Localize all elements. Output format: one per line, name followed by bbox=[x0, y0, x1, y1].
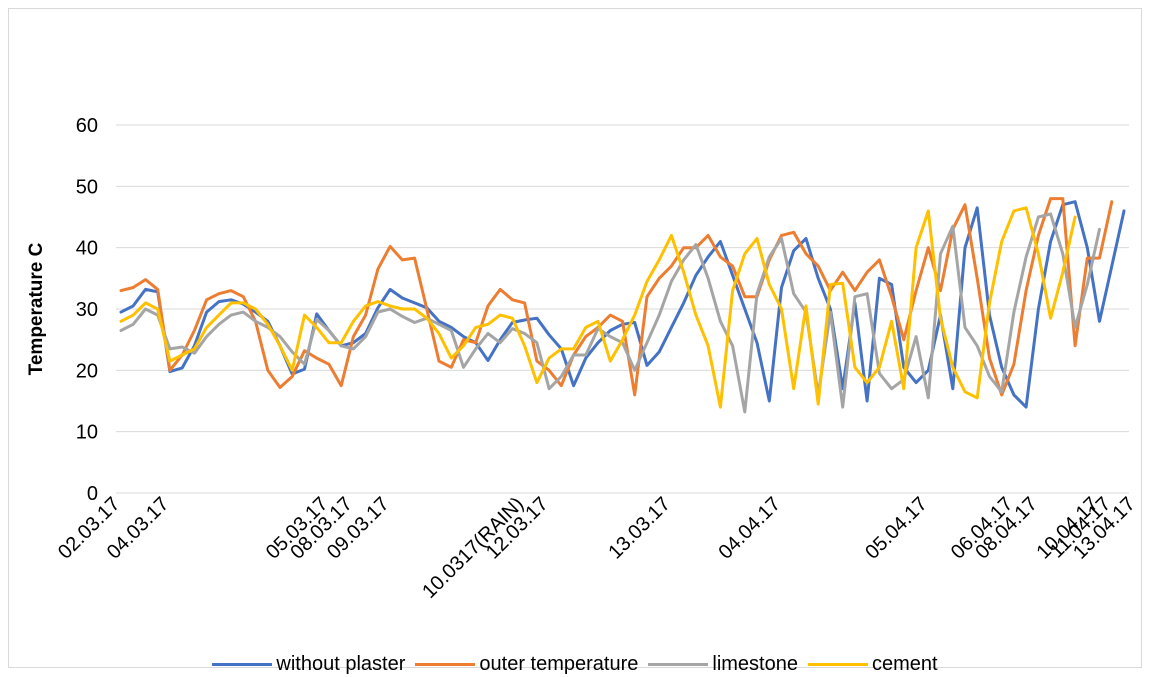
series-line-limestone bbox=[119, 212, 1101, 414]
legend-entry: outer temperature bbox=[415, 653, 638, 675]
legend-label: limestone bbox=[712, 653, 798, 675]
y-axis-ticks: 0 10 20 30 40 50 60 bbox=[76, 115, 98, 505]
x-tick-label: 13.03.17 bbox=[604, 493, 675, 564]
legend-entry: cement bbox=[807, 653, 938, 675]
gridlines bbox=[116, 124, 1129, 433]
series-line-cement bbox=[119, 206, 1077, 409]
y-axis-label: Temperature C bbox=[26, 242, 47, 375]
legend-swatch bbox=[415, 662, 476, 666]
y-tick-label-30: 30 bbox=[76, 299, 98, 321]
legend-entry: limestone bbox=[648, 653, 798, 675]
legend-label: without plaster bbox=[276, 653, 406, 675]
x-tick-label: 05.04.17 bbox=[861, 493, 932, 564]
y-tick-label-60: 60 bbox=[76, 115, 98, 137]
legend-swatch bbox=[212, 662, 273, 666]
legend-swatch bbox=[807, 662, 868, 666]
x-tick-label: 04.04.17 bbox=[714, 493, 785, 564]
y-tick-label-10: 10 bbox=[76, 422, 98, 444]
legend-swatch bbox=[648, 662, 709, 666]
y-tick-label-40: 40 bbox=[76, 238, 98, 260]
y-tick-label-50: 50 bbox=[76, 176, 98, 198]
y-tick-label-0: 0 bbox=[87, 483, 98, 505]
legend-label: outer temperature bbox=[479, 653, 639, 675]
legend-entry: without plaster bbox=[212, 653, 405, 675]
legend: without plaster outer temperature limeston… bbox=[9, 653, 1141, 675]
y-tick-label-20: 20 bbox=[76, 360, 98, 382]
legend-label: cement bbox=[871, 653, 938, 675]
series-lines bbox=[119, 197, 1126, 414]
series-line-outer-temperature bbox=[119, 197, 1114, 397]
chart-frame: 0 10 20 30 40 50 60 02.03.17 04.03.17 05.03.17 08… bbox=[8, 8, 1142, 675]
